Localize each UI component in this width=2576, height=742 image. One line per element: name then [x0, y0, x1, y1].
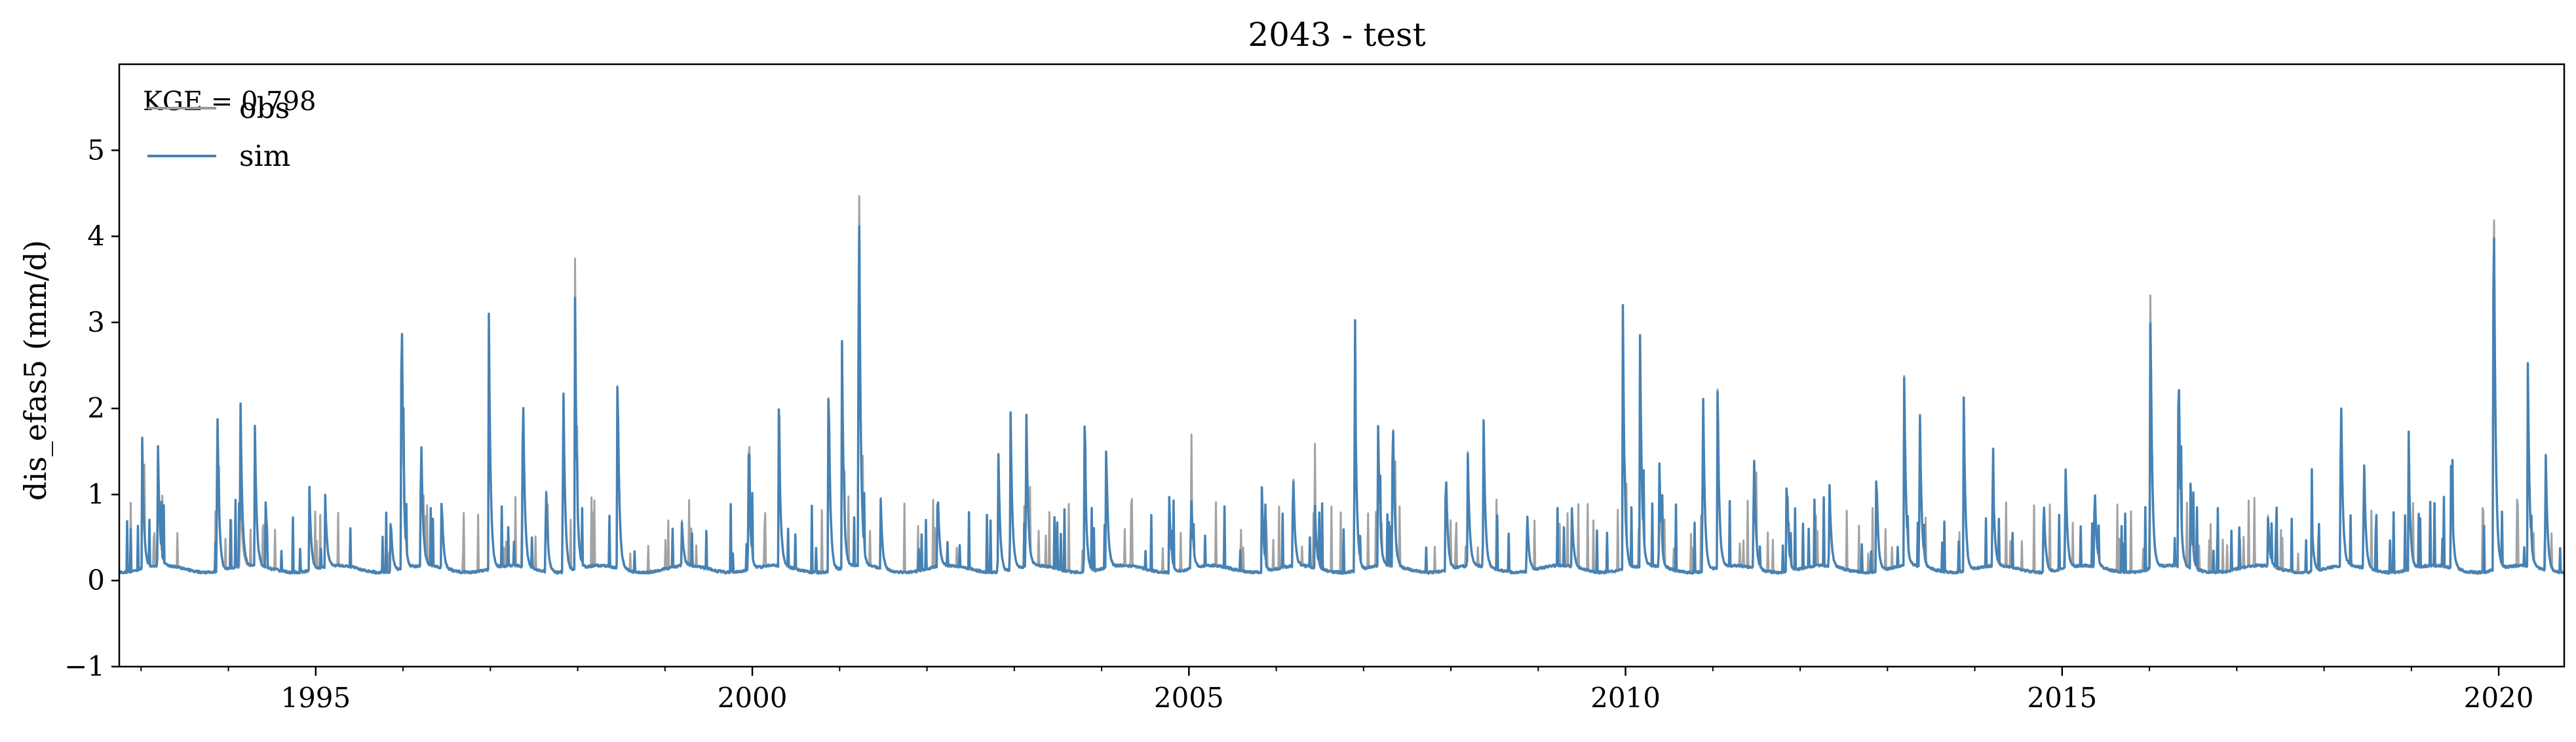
legend-obs-label: obs [239, 92, 290, 125]
y-tick-label: 0 [87, 564, 105, 596]
y-tick-label: 1 [87, 478, 105, 510]
legend-sim-label: sim [239, 140, 290, 173]
y-tick-label: 2 [87, 392, 105, 424]
y-tick-label: 5 [87, 134, 105, 166]
x-tick-label: 1995 [280, 682, 351, 714]
y-tick-label: −1 [64, 650, 105, 682]
y-axis-label: dis_efas5 (mm/d) [18, 240, 53, 501]
plot-frame [118, 63, 2566, 668]
x-tick-label: 2010 [1590, 682, 1661, 714]
kge-annotation: KGE = 0.798 [143, 87, 317, 117]
x-tick-label: 2015 [2027, 682, 2097, 714]
series-line-sim [118, 225, 2565, 575]
chart-title: 2043 - test [1248, 16, 1425, 54]
y-tick-label: 4 [87, 220, 105, 252]
ticks-layer: −1 0 1 2 3 4 5 1995 2000 2005 2010 2015 2020 [64, 134, 2533, 714]
x-tick-label: 2000 [718, 682, 788, 714]
x-tick-label: 2020 [2464, 682, 2534, 714]
series-layer [118, 195, 2565, 575]
y-tick-label: 3 [87, 306, 105, 338]
legend: obs sim [147, 92, 290, 173]
x-tick-label: 2005 [1154, 682, 1224, 714]
